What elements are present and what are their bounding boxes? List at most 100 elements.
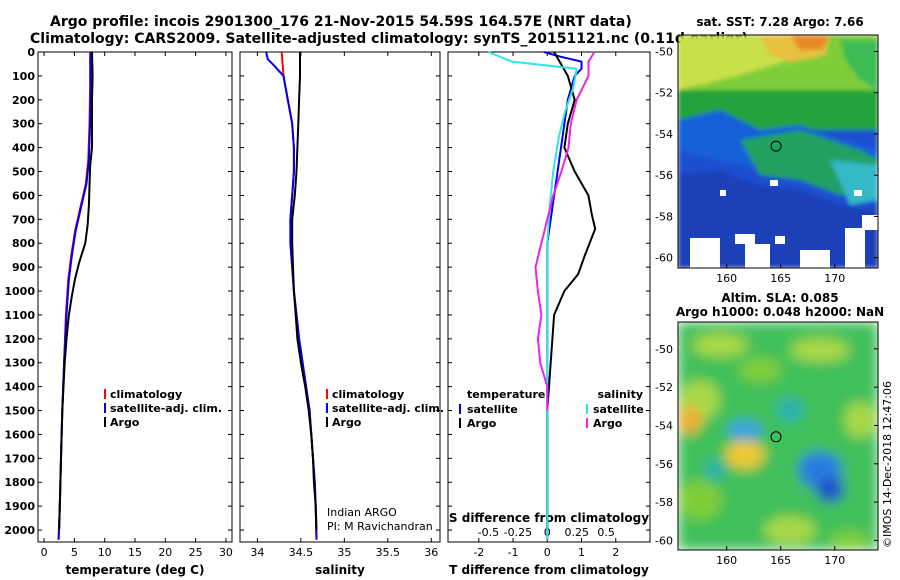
legend-label: Argo: [332, 416, 362, 429]
y-tick-label: 100: [12, 70, 35, 83]
sst-field: [678, 35, 878, 268]
y-tick-label: 700: [12, 213, 35, 226]
legend-label: climatology: [110, 388, 182, 401]
salinity-profile-frame: [239, 51, 441, 543]
x-tick-label: 1: [578, 546, 585, 559]
map-y-tick-label: -60: [655, 534, 673, 547]
legend-label: Argo: [593, 417, 623, 430]
x-tick-label: 15: [128, 546, 142, 559]
y-tick-label: 2000: [4, 524, 35, 537]
y-tick-label: 900: [12, 261, 35, 274]
x-tick-label: 10: [98, 546, 112, 559]
y-tick-label: 800: [12, 237, 35, 250]
y-tick-label: 1800: [4, 476, 35, 489]
x-tick-label: 34: [250, 546, 264, 559]
map-y-tick-label: -50: [655, 45, 673, 58]
x-tick-label: 20: [158, 546, 172, 559]
series-line-satellite-adj-clim-: [265, 51, 318, 540]
x2-tick-label: -0.5: [478, 526, 499, 539]
map-x-tick-label: 165: [770, 554, 791, 567]
x-tick-label: -2: [473, 546, 484, 559]
legend-label: climatology: [332, 388, 404, 401]
y-tick-label: 300: [12, 118, 35, 131]
y-tick-label: 400: [12, 142, 35, 155]
salinity-chart: 34 34.5 35 35.5 36 salinity climatologysatelli…: [239, 51, 444, 577]
sla-map: 160 165 170 -50 -52 -54 -56 -58 -60: [655, 321, 879, 567]
y-tick-label: 1300: [4, 357, 35, 370]
difference-profile-xlabel2: S difference from climatology: [449, 511, 649, 525]
y-tick-label: 1500: [4, 405, 35, 418]
legend-salinity-title: salinity: [597, 388, 643, 401]
difference-chart: -2 -1 0 1 2 T difference from climatology -0.5…: [447, 51, 651, 577]
sst-map: 160 165 170 -50 -52 -54 -56 -58 -60: [655, 34, 879, 285]
y-tick-label: 1400: [4, 381, 35, 394]
map-y-tick-label: -54: [655, 419, 673, 432]
series-line-temperature-argo: [546, 51, 597, 530]
x-tick-label: 0: [41, 546, 48, 559]
map-x-tick-label: 170: [824, 554, 845, 567]
temperature-profile-xlabel: temperature (deg C): [66, 563, 205, 577]
sla-field: [678, 322, 878, 550]
legend-label: satellite-adj. clim.: [332, 402, 444, 415]
credit-line1: Indian ARGO: [327, 506, 397, 519]
map-y-tick-label: -56: [655, 458, 673, 471]
map-y-tick-label: -52: [655, 87, 673, 100]
x-tick-label: 25: [189, 546, 203, 559]
x-tick-label: 0: [544, 546, 551, 559]
x-tick-label: -1: [508, 546, 519, 559]
sst-map-title: sat. SST: 7.28 Argo: 7.66: [696, 15, 863, 29]
y-tick-label: 1200: [4, 333, 35, 346]
credit-line2: PI: M Ravichandran: [327, 520, 433, 533]
y-tick-label: 1000: [4, 285, 35, 298]
salinity-profile-xlabel: salinity: [315, 563, 365, 577]
legend-label: satellite: [593, 403, 644, 416]
x-tick-label: 34.5: [289, 546, 314, 559]
map-y-tick-label: -54: [655, 128, 673, 141]
x-tick-label: 30: [219, 546, 233, 559]
figure-title-line2: Climatology: CARS2009. Satellite-adjuste…: [30, 31, 748, 47]
y-tick-label: 0: [27, 46, 35, 59]
figure-title-line1: Argo profile: incois 2901300_176 21-Nov-…: [50, 14, 632, 30]
x-tick-label: 2: [612, 546, 619, 559]
legend-temperature-title: temperature: [467, 388, 545, 401]
imos-watermark: ©IMOS 14-Dec-2018 12:47:06: [881, 381, 894, 548]
map-y-tick-label: -56: [655, 169, 673, 182]
map-y-tick-label: -52: [655, 381, 673, 394]
map-x-tick-label: 160: [716, 554, 737, 567]
series-line-salinity-satellite: [488, 51, 578, 540]
x-tick-label: 36: [424, 546, 438, 559]
x2-tick-label: 0.5: [597, 526, 615, 539]
sst-float-marker: [770, 140, 782, 152]
series-line-climatology: [57, 52, 92, 540]
difference-profile-xlabel: T difference from climatology: [449, 563, 649, 577]
x2-tick-label: -0.25: [504, 526, 532, 539]
legend-label: satellite: [467, 403, 518, 416]
map-x-tick-label: 170: [824, 272, 845, 285]
series-line-salinity-argo: [534, 51, 596, 411]
map-y-tick-label: -58: [655, 210, 673, 223]
map-y-tick-label: -60: [655, 252, 673, 265]
temperature-chart: 0100200300400500600700800900100011001200…: [4, 46, 233, 577]
y-tick-label: 200: [12, 94, 35, 107]
series-line-satellite-adj-clim-: [57, 52, 92, 540]
map-x-tick-label: 160: [716, 272, 737, 285]
x-tick-label: 35.5: [376, 546, 401, 559]
y-tick-label: 1600: [4, 428, 35, 441]
difference-profile-frame: [447, 51, 651, 543]
sst-landmask: [690, 180, 878, 268]
series-line-argo: [58, 51, 94, 531]
legend-label: Argo: [467, 417, 497, 430]
x-tick-label: 35: [337, 546, 351, 559]
legend-label: Argo: [110, 416, 140, 429]
map-y-tick-label: -50: [655, 343, 673, 356]
y-tick-label: 1100: [4, 309, 35, 322]
y-tick-label: 1900: [4, 500, 35, 513]
series-line-argo: [291, 52, 318, 531]
sla-map-title2: Argo h1000: 0.048 h2000: NaN: [676, 305, 884, 319]
sla-map-title1: Altim. SLA: 0.085: [721, 291, 838, 305]
x-tick-label: 5: [71, 546, 78, 559]
map-x-tick-label: 165: [770, 272, 791, 285]
y-tick-label: 500: [12, 166, 35, 179]
